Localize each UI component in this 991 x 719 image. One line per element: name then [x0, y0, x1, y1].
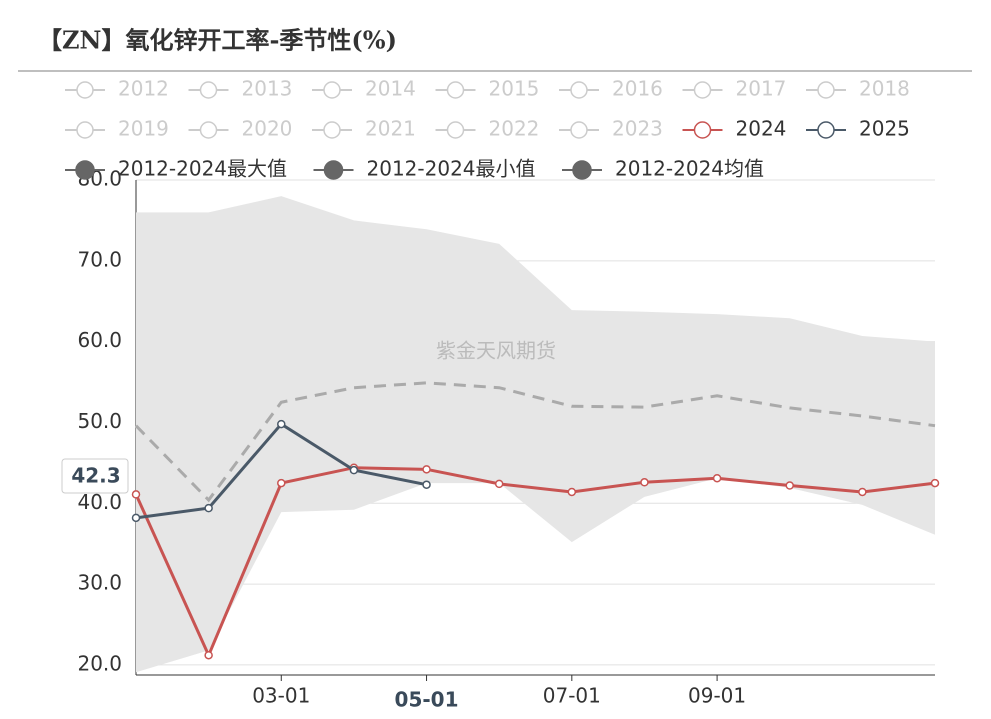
x-tick-label: 09-01: [688, 684, 746, 708]
legend-label[interactable]: 2019: [118, 117, 169, 141]
legend-label[interactable]: 2012: [118, 77, 169, 101]
pointer-label: 42.3: [71, 464, 120, 488]
point: [567, 487, 577, 497]
legend-icon: [323, 160, 344, 180]
x-tick-label: 03-01: [252, 684, 310, 708]
legend-icon: [76, 81, 94, 99]
legend-icon: [817, 81, 835, 99]
point: [422, 465, 431, 474]
legend-icon: [446, 121, 465, 139]
legend-icon: [76, 121, 94, 139]
y-tick-label: 60.0: [77, 328, 122, 352]
legend-label[interactable]: 2012-2024最大值: [118, 157, 287, 181]
legend-icon: [323, 81, 341, 99]
legend-icon: [446, 81, 465, 99]
point: [277, 478, 286, 488]
point: [204, 503, 213, 513]
point: [131, 513, 141, 523]
point: [494, 479, 504, 489]
legend-label[interactable]: 2013: [242, 77, 293, 101]
point: [349, 465, 359, 475]
legend-icon: [199, 121, 218, 139]
legend-label[interactable]: 2017: [736, 77, 787, 101]
y-tick-label: 20.0: [77, 651, 122, 675]
point: [930, 478, 940, 488]
legend-label[interactable]: 2023: [612, 117, 663, 141]
y-tick-label: 50.0: [77, 409, 122, 433]
range-band: [136, 196, 935, 673]
legend-label[interactable]: 2012-2024最小值: [367, 157, 536, 181]
legend-icon: [693, 121, 712, 139]
point: [131, 490, 141, 499]
point: [858, 487, 867, 497]
watermark: 紫金天风期货: [436, 339, 556, 363]
legend-icon: [570, 121, 588, 139]
legend-icon: [323, 121, 341, 139]
point: [422, 480, 431, 489]
legend-label[interactable]: 2012-2024均值: [615, 157, 764, 181]
legend-label[interactable]: 2015: [489, 77, 540, 101]
legend-label[interactable]: 2016: [612, 77, 663, 101]
legend-label[interactable]: 2022: [489, 117, 540, 141]
legend-icon: [199, 81, 218, 99]
point: [712, 473, 722, 483]
point: [785, 481, 794, 490]
legend-icon: [693, 81, 712, 99]
series-line: [134, 381, 936, 503]
point: [204, 650, 213, 660]
series-line: [134, 466, 936, 659]
chart-title: 【ZN】氧化锌开工率-季节性(%): [38, 26, 397, 55]
legend-label[interactable]: 2014: [365, 77, 416, 101]
legend-label[interactable]: 2020: [242, 117, 293, 141]
legend-label[interactable]: 2018: [859, 77, 910, 101]
legend-label[interactable]: 2021: [365, 117, 416, 141]
y-tick-label: 40.0: [77, 490, 122, 514]
legend-icon: [817, 121, 835, 139]
legend-label[interactable]: 2025: [859, 117, 910, 141]
point: [277, 419, 286, 429]
y-tick-label: 70.0: [77, 247, 122, 271]
point: [640, 478, 649, 487]
legend-icon: [75, 160, 95, 180]
pointer-label-box: [61, 458, 129, 494]
x-tick-label: 07-01: [543, 684, 601, 708]
x-tick-label: 05-01: [395, 688, 459, 712]
y-tick-label: 30.0: [77, 571, 122, 595]
legend-icon: [570, 81, 588, 99]
legend-icon: [572, 160, 592, 180]
legend-label[interactable]: 2024: [736, 117, 787, 141]
